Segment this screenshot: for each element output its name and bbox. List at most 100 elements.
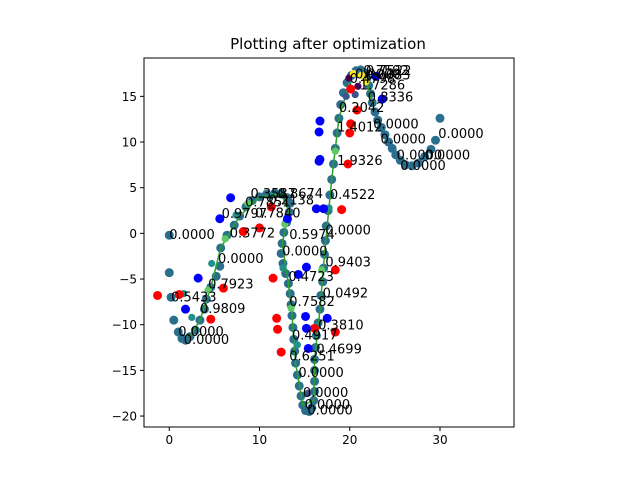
blue-point bbox=[315, 116, 325, 126]
value-label: 0.0000 bbox=[438, 127, 484, 142]
value-label: 0.5433 bbox=[171, 290, 217, 305]
trajectory-point bbox=[169, 315, 179, 325]
trajectory-point bbox=[370, 107, 380, 117]
colored-point bbox=[354, 82, 362, 90]
colored-point bbox=[232, 211, 240, 219]
value-label: 0.7840 bbox=[255, 206, 301, 221]
x-tick-label: 30 bbox=[432, 433, 447, 447]
blue-point bbox=[226, 193, 236, 203]
blue-point bbox=[322, 313, 332, 323]
blue-point bbox=[181, 304, 191, 314]
data-marks bbox=[153, 65, 445, 416]
trajectory-point bbox=[321, 221, 331, 231]
blue-point bbox=[319, 204, 329, 214]
red-point bbox=[174, 290, 184, 300]
value-label: 0.3587 bbox=[250, 187, 295, 202]
colored-point bbox=[342, 92, 350, 100]
y-tick-label: 15 bbox=[122, 90, 137, 104]
value-label: 0.3772 bbox=[230, 226, 275, 241]
red-point bbox=[330, 265, 340, 275]
value-label: 1.4012 bbox=[337, 120, 383, 135]
colored-point bbox=[293, 341, 302, 349]
blue-point bbox=[315, 154, 325, 164]
colored-point bbox=[266, 192, 274, 200]
axis-ticks: 0 10 20 30 −20 −15 −10 −5 0 5 10 15 bbox=[112, 90, 448, 447]
value-label: 0.8674 bbox=[278, 187, 324, 202]
value-label: 0.0000 bbox=[425, 149, 471, 164]
red-point bbox=[343, 159, 353, 169]
colored-point bbox=[208, 259, 216, 268]
blue-point bbox=[193, 273, 203, 283]
trajectory-point bbox=[380, 130, 390, 140]
colored-point bbox=[351, 90, 359, 99]
blue-point bbox=[314, 127, 324, 137]
value-label: 0.0000 bbox=[184, 333, 230, 348]
value-label: 0.0000 bbox=[380, 132, 426, 147]
value-label: 0.7582 bbox=[289, 295, 335, 310]
red-point bbox=[346, 119, 356, 129]
trajectory-point bbox=[307, 403, 317, 413]
value-label: 0.4798 bbox=[350, 72, 396, 87]
red-point bbox=[218, 283, 228, 293]
blue-point bbox=[371, 71, 381, 81]
blue-point bbox=[301, 311, 311, 321]
value-label: 0.0000 bbox=[307, 404, 353, 419]
colored-point bbox=[188, 313, 196, 321]
y-tick-label: 0 bbox=[129, 227, 137, 241]
red-point bbox=[153, 290, 163, 300]
value-label: 0.0000 bbox=[218, 252, 264, 267]
value-label: 0.0000 bbox=[282, 245, 328, 260]
trajectory-point bbox=[426, 144, 436, 154]
y-tick-label: −10 bbox=[112, 318, 137, 332]
trajectory-point bbox=[166, 292, 176, 302]
red-point bbox=[352, 105, 362, 115]
red-point bbox=[276, 347, 286, 357]
red-point bbox=[346, 84, 356, 94]
x-tick-label: 10 bbox=[252, 433, 267, 447]
trajectory-point bbox=[164, 268, 174, 278]
y-tick-label: −15 bbox=[112, 364, 137, 378]
colored-point bbox=[279, 264, 287, 272]
red-point bbox=[206, 314, 216, 324]
value-label: 0.4723 bbox=[288, 270, 334, 285]
blue-point bbox=[293, 269, 303, 279]
value-label: 1.9326 bbox=[337, 154, 383, 169]
value-label: 0.6251 bbox=[289, 350, 335, 365]
red-point bbox=[255, 223, 265, 233]
plot-area: 0.00000.54330.00000.00000.98090.79230.00… bbox=[153, 64, 484, 419]
axes-frame bbox=[143, 57, 515, 428]
trajectory-point bbox=[215, 261, 225, 271]
value-label: 0.7592 bbox=[363, 64, 409, 79]
red-point bbox=[273, 324, 283, 334]
blue-point bbox=[301, 323, 311, 333]
red-point bbox=[238, 227, 248, 237]
value-label: 0.8336 bbox=[368, 90, 414, 105]
value-label: 0.0000 bbox=[373, 118, 419, 133]
value-label: 0.2138 bbox=[269, 193, 315, 208]
value-label: 0.0000 bbox=[178, 325, 224, 340]
blue-point bbox=[377, 94, 387, 104]
x-tick-label: 0 bbox=[165, 433, 173, 447]
value-label: 0.5974 bbox=[289, 228, 335, 243]
value-label: 0.7851 bbox=[245, 195, 291, 210]
colored-point bbox=[362, 78, 370, 86]
y-tick-label: −20 bbox=[112, 410, 137, 424]
value-label: 0.0083 bbox=[365, 68, 411, 83]
value-label: 0.4917 bbox=[292, 329, 338, 344]
blue-point bbox=[303, 343, 313, 353]
value-label: 0.3810 bbox=[318, 319, 364, 334]
colored-point bbox=[318, 266, 326, 274]
chart-title: Plotting after optimization bbox=[230, 35, 426, 53]
x-tick-label: 20 bbox=[342, 433, 357, 447]
trajectory-point bbox=[285, 198, 295, 208]
y-tick-label: −5 bbox=[119, 273, 137, 287]
trajectory-point bbox=[311, 331, 321, 341]
value-label: 0.0000 bbox=[169, 228, 215, 243]
value-label: 0.9797 bbox=[222, 207, 267, 222]
y-tick-label: 10 bbox=[122, 136, 137, 150]
colored-point bbox=[349, 69, 357, 78]
colored-point bbox=[221, 235, 229, 243]
trajectory-point bbox=[430, 135, 440, 145]
